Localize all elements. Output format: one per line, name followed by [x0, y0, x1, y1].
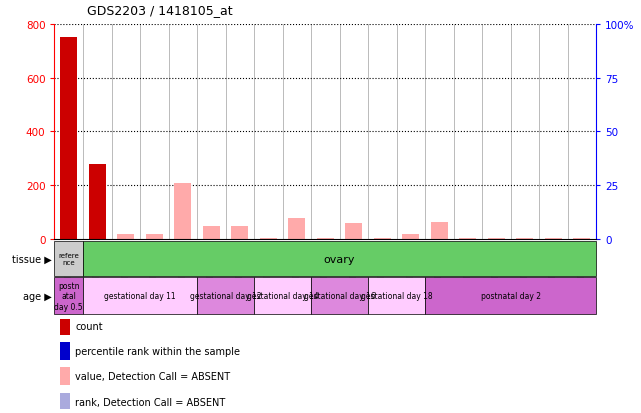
Text: gestational day 16: gestational day 16 [304, 292, 376, 301]
Bar [311, 278, 368, 315]
Bar [60, 368, 70, 385]
Text: gestational day 12: gestational day 12 [190, 292, 262, 301]
Text: refere
nce: refere nce [58, 253, 79, 266]
Bar [516, 238, 533, 240]
Text: percentile rank within the sample: percentile rank within the sample [75, 346, 240, 356]
Text: gestational day 14: gestational day 14 [247, 292, 319, 301]
Bar [88, 164, 106, 240]
Text: gestational day 18: gestational day 18 [361, 292, 433, 301]
Bar [288, 218, 305, 240]
Text: postnatal day 2: postnatal day 2 [481, 292, 540, 301]
Bar [197, 278, 254, 315]
Bar [60, 393, 70, 411]
Bar [488, 238, 505, 240]
Bar [60, 38, 78, 240]
Text: count: count [75, 321, 103, 331]
Bar [431, 222, 448, 240]
Text: rank, Detection Call = ABSENT: rank, Detection Call = ABSENT [75, 396, 226, 407]
Bar [374, 238, 391, 240]
Bar [60, 317, 70, 335]
Text: ovary: ovary [324, 254, 355, 264]
Bar [60, 342, 70, 360]
Bar [345, 223, 362, 240]
Bar [573, 238, 590, 240]
Text: GDS2203 / 1418105_at: GDS2203 / 1418105_at [87, 4, 232, 17]
Bar [260, 238, 277, 240]
Bar [254, 278, 311, 315]
Bar [117, 235, 135, 240]
Bar [146, 235, 163, 240]
Bar [317, 238, 334, 240]
Bar [54, 242, 83, 277]
Bar [460, 238, 476, 240]
Text: tissue ▶: tissue ▶ [12, 254, 51, 264]
Bar [174, 183, 191, 240]
Bar [545, 238, 562, 240]
Text: age ▶: age ▶ [22, 291, 51, 301]
Bar [54, 278, 83, 315]
Bar [368, 278, 425, 315]
Text: postn
atal
day 0.5: postn atal day 0.5 [54, 281, 83, 311]
Bar [203, 226, 220, 240]
Bar [425, 278, 596, 315]
Text: gestational day 11: gestational day 11 [104, 292, 176, 301]
Bar [83, 278, 197, 315]
Bar [231, 226, 248, 240]
Text: value, Detection Call = ABSENT: value, Detection Call = ABSENT [75, 371, 230, 382]
Bar [403, 234, 419, 240]
